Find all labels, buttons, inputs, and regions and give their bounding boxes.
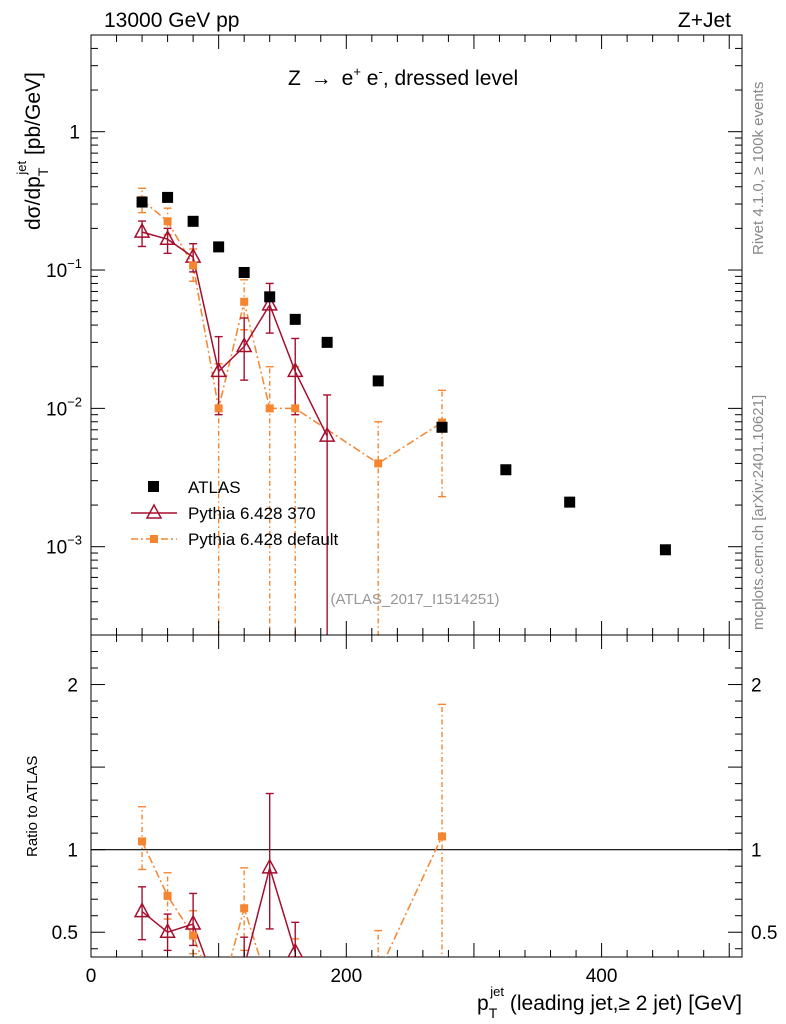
y-tick-label: 10−1 [46, 256, 82, 282]
energy-label: 13000 GeV pp [104, 9, 239, 32]
main-panel: 1 10−1 10−2 10−3 Z → e+ e-, dressed level (A… [46, 34, 743, 636]
pythia-default-line [141, 199, 443, 465]
pythia-370-marker [159, 229, 176, 245]
legend: ATLAS Pythia 6.428 370 Pythia 6.428 defa… [131, 478, 339, 549]
ratio-pythia-default-marker [438, 832, 447, 841]
pythia-370-marker [286, 361, 304, 378]
process-label: Z+Jet [678, 9, 731, 32]
atlas-marker [289, 313, 301, 325]
pythia-370-marker [318, 426, 336, 442]
legend-pythia-370-marker [145, 503, 163, 519]
pythia-default-marker [374, 459, 383, 468]
atlas-marker [162, 191, 174, 203]
ratio-pythia-370-marker [184, 914, 202, 930]
ratio-pythia-370-line [141, 865, 296, 957]
legend-pythia-default-marker [150, 535, 158, 543]
ratio-pythia-370-marker [159, 922, 176, 938]
pythia-370-marker [261, 295, 278, 311]
ratio-y-axis-label: Ratio to ATLAS [24, 756, 41, 857]
pythia-370-marker [184, 247, 202, 263]
main-data-marks [133, 187, 671, 635]
pythia-370-marker [235, 336, 253, 353]
pythia-default-marker [189, 261, 198, 270]
legend-atlas-marker [148, 481, 159, 492]
pythia-default-marker [214, 404, 223, 413]
atlas-marker [136, 196, 148, 208]
y-tick-label: 1 [69, 123, 80, 144]
legend-pythia-370-label: Pythia 6.428 370 [188, 504, 316, 523]
ratio-pythia-default-marker [215, 1000, 223, 1008]
ratio-panel: 0.5 0.5 1 1 2 2 [52, 634, 777, 1008]
ratio-axis-ticks: 0.5 0.5 1 1 2 2 [52, 634, 777, 950]
ratio-data-marks [133, 703, 447, 1008]
pythia-370-marker [210, 361, 227, 378]
x-axis-label: pTjet (leading jet,≥ 2 jet) [GeV] [477, 984, 742, 1021]
atlas-marker [264, 291, 276, 303]
ratio-pythia-370-marker [212, 986, 226, 999]
pythia-370-line [141, 231, 328, 437]
ratio-pythia-default-marker [138, 837, 147, 846]
ratio-y-tick-label-right: 2 [751, 676, 762, 697]
pythia-370-marker [133, 222, 151, 238]
ratio-pythia-370-marker [287, 942, 304, 957]
atlas-marker [372, 375, 384, 387]
rivet-label: Rivet 4.1.0, ≥ 100k events [750, 82, 767, 255]
ratio-frame [90, 634, 743, 958]
atlas-marker [436, 421, 448, 433]
ratio-pythia-default-line [141, 836, 443, 957]
atlas-marker [213, 241, 225, 253]
ratio-pythia-370-marker [133, 902, 151, 918]
atlas-marker [564, 496, 576, 508]
ratio-pythia-default-marker [189, 931, 198, 940]
ratio-pythia-default-marker [266, 985, 274, 993]
pythia-default-marker [291, 404, 300, 413]
ratio-y-tick-label-right: 0.5 [751, 923, 777, 944]
atlas-marker [659, 544, 671, 556]
atlas-marker [187, 215, 199, 227]
main-y-axis-label: dσ/dpTjet [pb/GeV] [14, 72, 51, 230]
x-tick-label: 0 [86, 966, 97, 987]
ratio-pythia-default-marker [163, 891, 172, 900]
ratio-pythia-370-marker [261, 858, 278, 874]
ratio-pythia-default-marker [291, 973, 299, 981]
atlas-marker [321, 336, 333, 348]
pythia-default-marker [265, 404, 274, 413]
pythia-default-marker [240, 297, 249, 306]
ratio-y-tick-label-right: 1 [751, 841, 762, 862]
x-axis-ticks: 0 200 400 [86, 35, 730, 987]
ratio-y-tick-label: 2 [67, 676, 78, 697]
ratio-pythia-default-marker [240, 904, 249, 913]
mcplots-label: mcplots.cern.ch [arXiv:2401.10621] [750, 395, 767, 630]
legend-pythia-default-label: Pythia 6.428 default [188, 530, 339, 549]
x-tick-label: 200 [330, 966, 362, 987]
y-tick-label: 10−2 [46, 394, 82, 420]
ratio-pythia-370-marker [237, 959, 251, 972]
analysis-id: (ATLAS_2017_I1514251) [330, 591, 499, 608]
chart-title: Z → e+ e-, dressed level [288, 64, 518, 90]
x-tick-label: 400 [586, 966, 618, 987]
ratio-y-tick-label: 0.5 [52, 923, 78, 944]
atlas-marker [238, 266, 250, 278]
pythia-default-marker [163, 217, 172, 226]
ratio-y-tick-label: 1 [67, 841, 78, 862]
main-axis-ticks: 1 10−1 10−2 10−3 [46, 34, 742, 620]
y-tick-label: 10−3 [46, 533, 82, 559]
ratio-pythia-default-marker [374, 970, 382, 978]
atlas-marker [500, 464, 512, 476]
legend-atlas-label: ATLAS [188, 478, 241, 497]
